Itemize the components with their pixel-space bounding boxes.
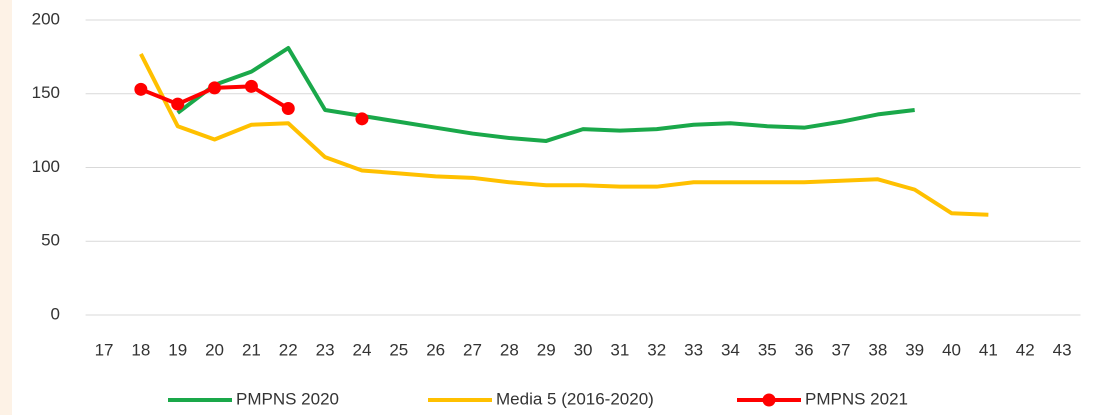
side-strip (0, 0, 12, 415)
point (208, 81, 222, 95)
x-tick-label: 39 (905, 340, 924, 359)
point (171, 97, 185, 111)
y-tick-label: 100 (32, 157, 60, 176)
x-tick-label: 37 (832, 340, 851, 359)
y-tick-label: 200 (32, 9, 60, 28)
x-tick-label: 40 (942, 340, 961, 359)
point (134, 82, 148, 96)
x-tick-label: 20 (205, 340, 224, 359)
legend-label: Media 5 (2016-2020) (496, 389, 654, 408)
x-tick-label: 27 (463, 340, 482, 359)
series-line (139, 53, 989, 217)
legend-label: PMPNS 2020 (236, 389, 339, 408)
x-tick-label: 22 (279, 340, 298, 359)
y-tick-label: 150 (32, 83, 60, 102)
x-tick-label: 28 (500, 340, 519, 359)
x-tick-label: 25 (389, 340, 408, 359)
x-tick-label: 38 (868, 340, 887, 359)
x-tick-label: 19 (168, 340, 187, 359)
x-tick-label: 33 (684, 340, 703, 359)
x-tick-label: 36 (795, 340, 814, 359)
x-tick-label: 41 (979, 340, 998, 359)
x-tick-label: 32 (647, 340, 666, 359)
point (281, 102, 295, 115)
x-tick-label: 31 (610, 340, 629, 359)
x-tick-label: 43 (1053, 340, 1072, 359)
x-tick-label: 34 (721, 340, 740, 359)
series-line (176, 46, 915, 143)
x-tick-label: 21 (242, 340, 261, 359)
x-tick-label: 35 (758, 340, 777, 359)
legend-marker (762, 393, 776, 407)
point (355, 112, 369, 126)
point (244, 79, 258, 93)
x-tick-label: 23 (316, 340, 335, 359)
x-tick-label: 26 (426, 340, 445, 359)
legend-label: PMPNS 2021 (805, 389, 908, 408)
x-tick-label: 29 (537, 340, 556, 359)
x-tick-label: 18 (131, 340, 150, 359)
x-tick-label: 24 (353, 340, 372, 359)
x-tick-label: 17 (95, 340, 114, 359)
y-tick-label: 50 (41, 231, 60, 250)
x-tick-label: 30 (574, 340, 593, 359)
y-tick-label: 0 (51, 304, 60, 323)
x-tick-label: 42 (1016, 340, 1035, 359)
